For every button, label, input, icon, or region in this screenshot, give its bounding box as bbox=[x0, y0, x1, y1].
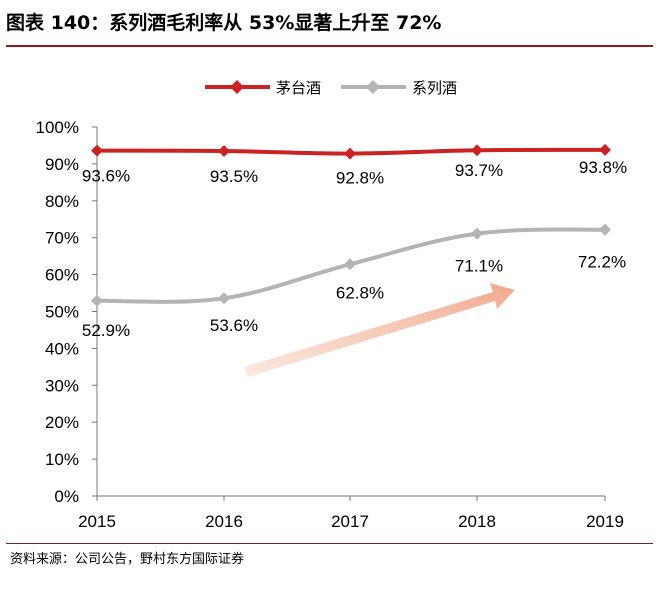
data-label: 93.5% bbox=[210, 167, 258, 186]
series bbox=[91, 143, 611, 307]
data-label: 52.9% bbox=[82, 321, 130, 340]
data-point bbox=[91, 144, 103, 157]
data-label: 92.8% bbox=[336, 169, 384, 188]
data-label: 53.6% bbox=[210, 316, 258, 335]
y-tick-label: 10% bbox=[45, 450, 79, 469]
legend-label-series-liquor: 系列酒 bbox=[412, 79, 457, 97]
data-label: 71.1% bbox=[455, 257, 503, 276]
title-divider bbox=[6, 45, 653, 47]
y-tick-label: 80% bbox=[45, 192, 79, 211]
data-point bbox=[471, 227, 483, 240]
data-label: 93.7% bbox=[455, 161, 503, 180]
y-tick-label: 50% bbox=[45, 303, 79, 322]
x-tick-label: 2015 bbox=[78, 512, 116, 531]
y-tick-label: 30% bbox=[45, 376, 79, 395]
data-point bbox=[599, 223, 611, 236]
source-divider bbox=[6, 543, 653, 544]
y-tick-label: 100% bbox=[36, 118, 79, 137]
data-point bbox=[471, 144, 483, 157]
data-point bbox=[599, 143, 611, 156]
data-point bbox=[218, 292, 230, 305]
x-tick-label: 2019 bbox=[586, 512, 624, 531]
legend-item-maotai: 茅台酒 bbox=[205, 79, 321, 97]
x-tick-label: 2016 bbox=[205, 512, 243, 531]
data-point bbox=[91, 294, 103, 307]
y-tick-label: 70% bbox=[45, 229, 79, 248]
y-tick-label: 60% bbox=[45, 266, 79, 285]
data-point bbox=[218, 144, 230, 157]
data-point bbox=[344, 258, 356, 271]
axes: 0% 10% 20% 30% 40% 50% 60% 70% 80% 90% 100% 2015 201… bbox=[36, 118, 624, 531]
y-tick-label: 0% bbox=[54, 487, 79, 506]
data-label: 72.2% bbox=[578, 253, 626, 272]
y-tick-label: 20% bbox=[45, 413, 79, 432]
data-label: 93.6% bbox=[82, 167, 130, 186]
legend: 茅台酒 系列酒 bbox=[205, 79, 457, 97]
data-labels: 93.6% 93.5% 92.8% 93.7% 93.8% 52.9% 53.6% 62.8%… bbox=[82, 158, 627, 340]
y-tick-label: 90% bbox=[45, 155, 79, 174]
legend-item-series-liquor: 系列酒 bbox=[341, 79, 457, 97]
y-tick-label: 40% bbox=[45, 339, 79, 358]
legend-label-maotai: 茅台酒 bbox=[276, 79, 321, 97]
trend-arrow bbox=[244, 283, 515, 377]
data-point bbox=[344, 147, 356, 160]
line-chart: 茅台酒 系列酒 0% 10% 20% 30% 40% 50% 60% 70% 80% 90% 100… bbox=[36, 79, 628, 531]
x-tick-label: 2018 bbox=[458, 512, 496, 531]
chart-title: 图表 140：系列酒毛利率从 53%显著上升至 72% bbox=[6, 12, 442, 34]
data-label: 93.8% bbox=[579, 158, 627, 177]
data-label: 62.8% bbox=[336, 283, 384, 302]
source-note: 资料来源：公司公告，野村东方国际证券 bbox=[10, 552, 245, 567]
x-tick-label: 2017 bbox=[331, 512, 369, 531]
